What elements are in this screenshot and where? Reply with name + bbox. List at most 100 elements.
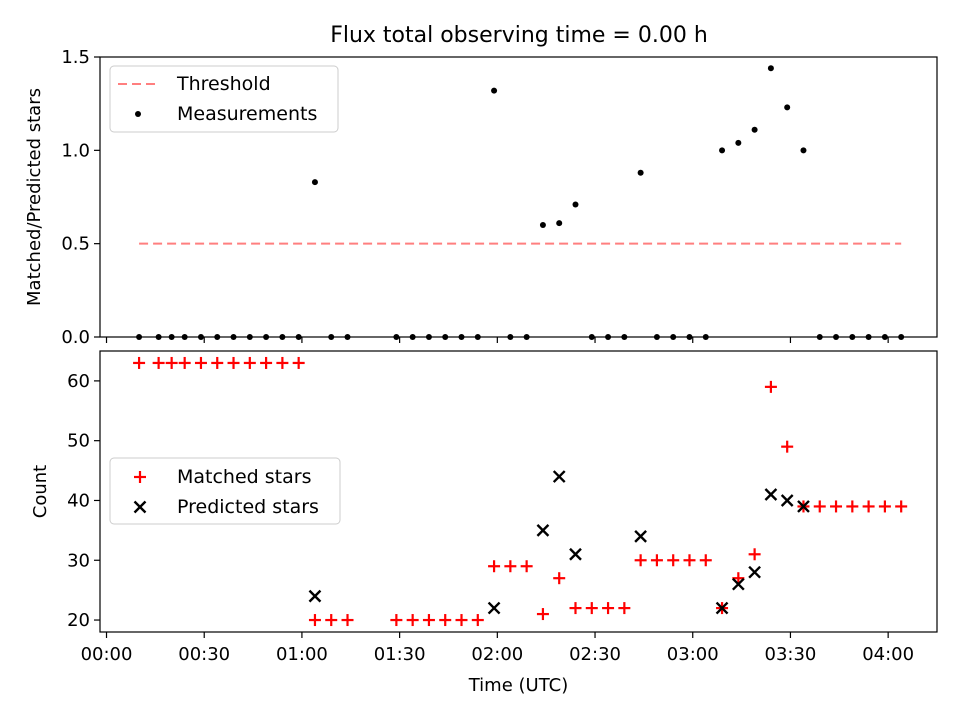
matched-star-point bbox=[862, 500, 875, 513]
predicted-star-point bbox=[715, 601, 729, 615]
legend-predicted-swatch-b bbox=[133, 500, 147, 514]
measurement-point bbox=[556, 220, 563, 227]
predicted-star-point-b bbox=[780, 494, 794, 507]
predicted-star-point bbox=[797, 500, 810, 513]
top-plot: 0.0 0.5 1.0 1.5 Matched/Predicted stars Thres… bbox=[24, 47, 938, 348]
matched-star-point bbox=[650, 554, 663, 567]
matched-star-point bbox=[569, 602, 582, 615]
legend-threshold-label: Threshold bbox=[176, 73, 271, 95]
matched-star-point bbox=[194, 356, 207, 369]
predicted-star-point bbox=[552, 470, 566, 483]
measurement-point bbox=[539, 222, 546, 228]
predicted-star-point bbox=[487, 601, 501, 615]
legend-matched-label: Matched stars bbox=[177, 466, 311, 488]
legend-matched-swatch bbox=[134, 471, 146, 483]
matched-star-point bbox=[683, 554, 696, 567]
predicted-star-point bbox=[569, 547, 582, 561]
predicted-star-point-b bbox=[569, 547, 582, 561]
x-axis-label: Time (UTC) bbox=[468, 675, 569, 696]
measurement-point bbox=[735, 139, 742, 146]
matched-star-point bbox=[227, 356, 240, 369]
matched-star-point bbox=[152, 356, 165, 369]
matched-star-point bbox=[422, 614, 435, 627]
predicted-star-point-b bbox=[748, 565, 761, 579]
matched-star-point bbox=[488, 560, 501, 573]
matched-star-point bbox=[813, 500, 826, 513]
matched-star-point bbox=[471, 614, 484, 627]
predicted-star-point-b bbox=[797, 500, 810, 513]
bottom-y-tick-label: 40 bbox=[67, 490, 90, 511]
matched-star-point bbox=[325, 614, 338, 627]
matched-star-point bbox=[781, 440, 794, 453]
matched-star-point bbox=[764, 380, 777, 393]
top-legend-box bbox=[109, 65, 339, 133]
matched-star-point bbox=[211, 356, 224, 369]
legend-predicted-label: Predicted stars bbox=[177, 496, 319, 518]
x-tick-label: 03:30 bbox=[765, 644, 817, 665]
measurement-point bbox=[767, 65, 774, 72]
x-tick-label: 01:00 bbox=[276, 644, 328, 665]
x-tick-label: 00:00 bbox=[81, 644, 133, 665]
matched-star-point bbox=[390, 614, 403, 627]
matched-star-point bbox=[878, 500, 891, 513]
matched-star-point bbox=[455, 614, 468, 627]
top-y-tick-label: 0.5 bbox=[61, 234, 90, 255]
legend-measurements-label: Measurements bbox=[177, 103, 317, 125]
predicted-star-point-b bbox=[487, 601, 501, 615]
predicted-star-point bbox=[731, 577, 745, 591]
bottom-y-tick-label: 50 bbox=[67, 431, 90, 452]
matched-star-point bbox=[602, 602, 615, 615]
x-tick-label: 02:00 bbox=[471, 644, 523, 665]
predicted-star-point-b bbox=[552, 470, 566, 483]
matched-star-point bbox=[732, 572, 745, 585]
bottom-axes-frame bbox=[99, 350, 938, 633]
measurement-point bbox=[751, 126, 758, 133]
bottom-y-tick-label: 30 bbox=[67, 550, 90, 571]
matched-star-point bbox=[830, 500, 843, 513]
matched-star-point bbox=[618, 602, 631, 615]
bottom-y-tick-label: 60 bbox=[67, 371, 90, 392]
matched-star-point bbox=[292, 356, 305, 369]
x-tick-label: 02:30 bbox=[569, 644, 621, 665]
matched-star-point bbox=[165, 356, 178, 369]
matched-star-point bbox=[536, 608, 549, 621]
bottom-y-axis-label: Count bbox=[30, 465, 51, 518]
legend-measurements-swatch bbox=[135, 111, 141, 117]
matched-star-point bbox=[439, 614, 452, 627]
matched-star-point bbox=[243, 356, 256, 369]
measurement-point bbox=[637, 169, 644, 176]
predicted-star-point-b bbox=[715, 601, 729, 615]
measurement-point bbox=[784, 104, 791, 111]
predicted-star-point bbox=[780, 494, 794, 507]
matched-star-point bbox=[178, 356, 191, 369]
measurement-point bbox=[491, 87, 498, 94]
measurement-point bbox=[572, 201, 579, 208]
chart-title: Flux total observing time = 0.00 h bbox=[330, 23, 708, 48]
matched-star-point bbox=[260, 356, 273, 369]
predicted-star-point-b bbox=[764, 488, 778, 501]
predicted-star-point-b bbox=[731, 577, 745, 591]
predicted-star-point-b bbox=[634, 529, 647, 543]
matched-star-point bbox=[406, 614, 419, 627]
matched-star-point bbox=[895, 500, 908, 513]
predicted-star-point bbox=[764, 488, 778, 501]
top-y-tick-label: 0.0 bbox=[61, 327, 90, 348]
top-axes-frame bbox=[99, 56, 938, 338]
measurement-point bbox=[311, 179, 318, 186]
top-y-tick-label: 1.0 bbox=[61, 140, 90, 161]
matched-star-point bbox=[520, 560, 533, 573]
predicted-star-point-b bbox=[536, 524, 550, 537]
matched-star-point bbox=[553, 572, 566, 585]
measurement-point bbox=[719, 147, 726, 154]
matched-star-point bbox=[133, 356, 146, 369]
x-tick-label: 01:30 bbox=[374, 644, 426, 665]
matched-star-point bbox=[667, 554, 680, 567]
predicted-star-point bbox=[536, 524, 550, 537]
top-y-axis-label: Matched/Predicted stars bbox=[24, 88, 45, 306]
bottom-y-tick-label: 20 bbox=[67, 610, 90, 631]
matched-star-point bbox=[634, 554, 647, 567]
x-tick-label: 03:00 bbox=[667, 644, 719, 665]
matched-star-point bbox=[748, 548, 761, 561]
matched-star-point bbox=[585, 602, 598, 615]
